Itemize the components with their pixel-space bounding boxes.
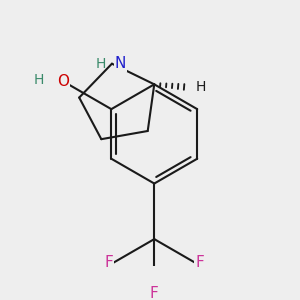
Text: F: F: [150, 286, 159, 300]
Text: O: O: [57, 74, 69, 89]
Text: F: F: [105, 255, 113, 270]
Text: H: H: [34, 74, 44, 88]
Text: F: F: [195, 255, 204, 270]
Text: N: N: [115, 56, 126, 71]
Text: H: H: [96, 57, 106, 71]
Text: H: H: [196, 80, 206, 94]
